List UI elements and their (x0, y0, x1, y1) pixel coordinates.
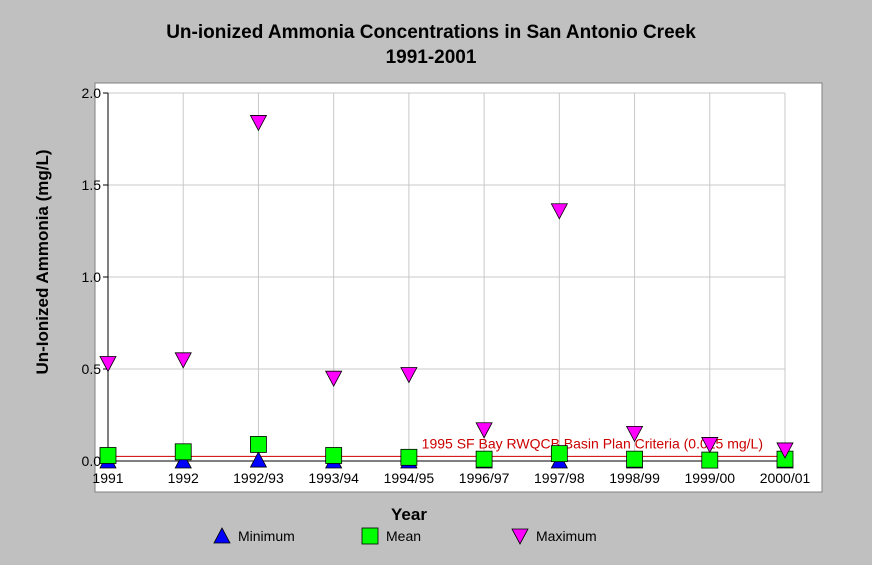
y-tick-label: 2.0 (82, 85, 102, 101)
legend-mean-label: Mean (386, 528, 421, 544)
x-tick-label: 1997/98 (534, 470, 585, 486)
legend-minimum-icon (213, 527, 231, 544)
mean-point (250, 436, 267, 453)
minimum-point (174, 452, 192, 469)
maximum-point (776, 442, 794, 459)
legend-maximum-label: Maximum (536, 528, 597, 544)
x-tick-label: 1993/94 (308, 470, 359, 486)
x-axis-title: Year (391, 505, 427, 524)
legend-minimum-label: Minimum (238, 528, 295, 544)
x-tick-label: 1992/93 (233, 470, 284, 486)
maximum-point (174, 352, 192, 369)
x-tick-label: 1998/99 (609, 470, 660, 486)
mean-point (174, 443, 192, 461)
reference-line-group: 1995 SF Bay RWQCB Basin Plan Criteria (0… (108, 435, 785, 457)
mean-point (475, 450, 493, 468)
mean-point (550, 445, 568, 463)
x-tick-label: 1996/97 (459, 470, 510, 486)
maximum-point (701, 437, 719, 454)
maximum-point (99, 356, 117, 373)
mean-point (400, 448, 418, 466)
y-axis-title: Un-Ionized Ammonia (mg/L) (33, 149, 52, 374)
mean-point (325, 447, 343, 464)
x-tick-label: 1992 (168, 470, 199, 486)
maximum-point (475, 422, 493, 439)
criteria-label: 1995 SF Bay RWQCB Basin Plan Criteria (0… (422, 435, 763, 451)
x-tick-label: 1994/95 (384, 470, 435, 486)
y-tick-label: 0.0 (82, 453, 102, 469)
y-tick-label: 1.0 (82, 269, 102, 285)
legend-maximum-icon (511, 528, 529, 545)
x-tick-label: 1991 (92, 470, 123, 486)
tick-labels: 0.0 0.5 1.0 1.5 2.0 1991 1992 1992/93 1993/94 199… (82, 85, 811, 486)
chart-title: Un-ionized Ammonia Concentrations in San… (166, 22, 696, 43)
mean-point (701, 451, 719, 469)
legend: Minimum Mean Maximum (213, 527, 597, 545)
maximum-point (249, 115, 268, 132)
maximum-point (625, 425, 644, 443)
minimum-point (249, 451, 268, 468)
maximum-point (324, 370, 343, 388)
y-tick-label: 0.5 (82, 361, 102, 377)
chart-subtitle: 1991-2001 (386, 47, 477, 68)
y-tick-label: 1.5 (82, 177, 102, 193)
x-tick-label: 2000/01 (760, 470, 811, 486)
x-tick-label: 1999/00 (684, 470, 735, 486)
data-markers (99, 115, 794, 469)
legend-mean-icon (361, 527, 379, 545)
plot-background (94, 82, 823, 493)
mean-point (99, 447, 117, 464)
mean-point (626, 450, 643, 468)
maximum-point (400, 367, 418, 384)
maximum-point (550, 203, 568, 220)
